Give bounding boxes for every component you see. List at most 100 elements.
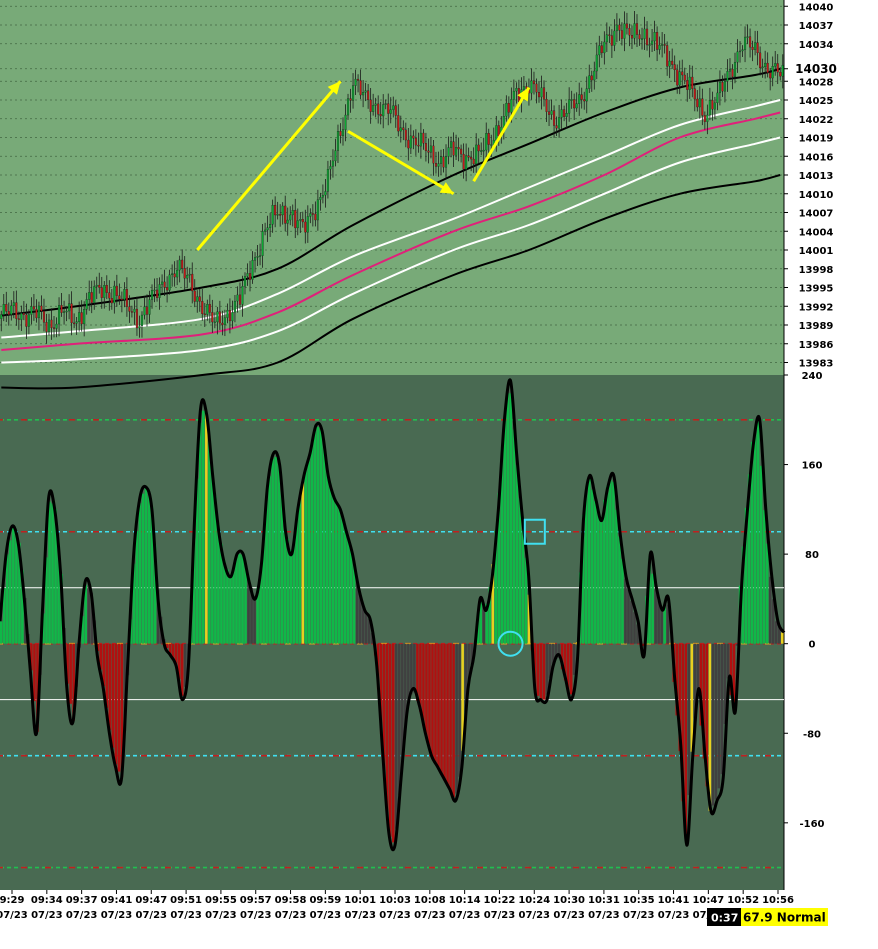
candle-body [83,309,86,325]
histogram-bar [322,444,326,644]
candle-body [495,125,498,141]
candle-body [178,259,181,271]
candle-body [269,224,272,228]
histogram-bar [491,564,495,644]
osc-tick-label: 160 [802,461,823,472]
moving-averages [1,67,781,390]
time-label: 09:51 [170,895,202,906]
histogram-bar [180,643,184,696]
candle-body [75,321,78,324]
histogram-bar [765,543,769,644]
histogram-bar [702,643,706,759]
date-label: 07/23 [414,910,446,921]
candle-body [73,322,76,325]
histogram-bar [346,537,350,644]
moving-average-line [1,136,781,364]
histogram-bar [265,500,268,644]
candle-body [595,54,598,72]
candle-body [148,299,151,315]
histogram-bar [395,643,398,829]
histogram-bar [205,413,208,644]
candle-body [143,306,146,316]
histogram-bar [123,643,127,731]
candle-body [708,100,711,116]
candle-body [259,255,262,257]
price-tick-label: 13992 [799,302,834,313]
candle-body [314,213,317,221]
histogram-bar [545,643,549,695]
candle-body [193,290,196,302]
histogram-bar [253,596,256,644]
histogram-bar [422,643,425,726]
candle-body [329,166,332,170]
histogram-bar [506,393,510,644]
histogram-bar [485,603,489,644]
candle-body [613,30,616,46]
time-label: 10:08 [414,895,446,906]
histogram-bar [69,643,72,704]
histogram-bar [651,573,654,644]
candle-body [372,105,375,112]
candle-body [70,303,73,324]
candle-body [452,141,455,156]
candle-body [211,312,214,323]
candle-body [703,115,706,122]
histogram-bar [286,538,290,644]
histogram-bar [669,643,672,645]
candle-body [115,285,118,296]
candle-body [605,34,608,43]
candle-body [221,322,224,325]
histogram-bar [627,589,630,644]
candle-body [558,117,561,129]
histogram-bar [132,563,136,644]
price-tick-label: 14010 [799,190,834,201]
candle-body [409,135,412,149]
histogram-bar [202,410,205,644]
oscillator-line [0,378,786,852]
histogram-bar [401,643,404,762]
candle-body [52,327,56,329]
candle-body [354,78,357,86]
candle-body [462,153,465,170]
histogram-bar [425,643,428,739]
histogram-bar [319,429,323,644]
histogram-bar [717,643,721,789]
candle-body [382,104,385,117]
moving-average-line [1,99,781,339]
histogram-bar [461,643,464,751]
candle-body [542,87,546,100]
histogram-bar [328,482,332,644]
candle-body [158,284,161,298]
histogram-bar [15,534,18,644]
date-label: 07/23 [449,910,481,921]
histogram-bar [500,448,504,644]
histogram-bar [84,585,87,644]
histogram-bar [551,643,555,665]
candle-body [427,150,430,153]
candle-body [90,292,93,303]
histogram-bar [494,530,498,644]
histogram-bar [557,643,561,659]
candle-body [570,99,573,101]
histogram-bar [648,556,651,644]
oscillator-curve [0,378,786,852]
histogram-bar [705,643,709,787]
candle-body [37,305,40,319]
histogram-bar [196,478,199,644]
candle-body [113,285,116,304]
price-tick-label: 14030 [795,62,837,76]
histogram-bar [174,643,178,665]
histogram-bar [569,643,573,695]
date-label: 07/23 [31,910,63,921]
histogram-bar [144,487,148,644]
trend-arrow-shaft [347,129,455,196]
date-label: 07/23 [519,910,551,921]
histogram-bar [446,643,449,787]
candle-body [163,281,166,288]
histogram-bar [331,493,335,644]
histogram-bar [147,496,151,644]
candle-body [301,219,304,223]
moving-average-line [1,111,781,351]
candle-body [289,214,292,221]
candle-body [585,88,588,102]
